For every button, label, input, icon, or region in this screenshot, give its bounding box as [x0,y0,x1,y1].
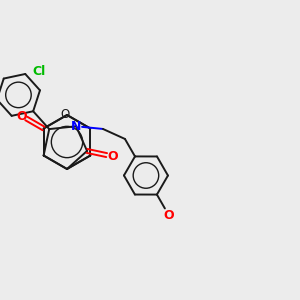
Text: O: O [107,150,118,163]
Text: Cl: Cl [32,65,46,79]
Text: N: N [71,120,81,133]
Text: O: O [60,107,70,121]
Text: O: O [17,110,27,122]
Text: O: O [164,209,174,222]
